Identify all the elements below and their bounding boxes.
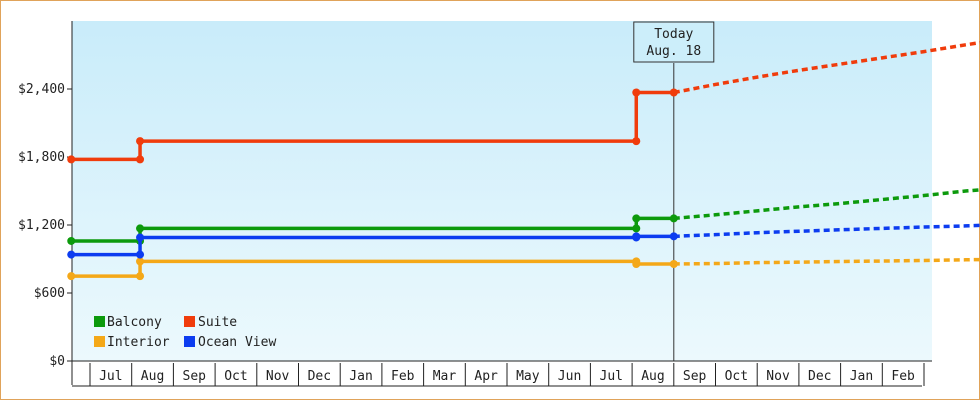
series-line-balcony <box>71 216 674 243</box>
x-tick-label: Nov <box>266 369 290 384</box>
axes: $0 $600 $1,200 $1,800 $2,400 <box>18 21 932 385</box>
data-point-suite <box>136 137 145 146</box>
series-line-ocean-view <box>71 234 674 257</box>
x-tick-label: Jan <box>349 369 372 384</box>
x-tick-label: Aug <box>141 369 164 384</box>
series-line-interior <box>71 259 674 278</box>
today-date: Aug. 18 <box>646 44 701 59</box>
series-line-suite <box>71 90 674 162</box>
x-tick-label: May <box>516 369 540 384</box>
data-point-balcony <box>632 224 641 233</box>
x-tick-label: Aug <box>641 369 664 384</box>
x-tick-label: Jul <box>99 369 122 384</box>
x-tick-label: Jun <box>558 369 581 384</box>
legend-label-balcony: Balcony <box>107 315 162 330</box>
x-tick-label: Apr <box>474 369 498 384</box>
x-tick-label: Jan <box>850 369 873 384</box>
x-tick-label: Feb <box>891 369 915 384</box>
legend-label-interior: Interior <box>107 335 170 350</box>
data-point-ocean-view <box>669 232 678 241</box>
legend-label-ocean-view: Ocean View <box>198 335 276 350</box>
data-point-interior <box>632 259 641 268</box>
y-tick-label: $1,800 <box>18 150 65 165</box>
x-tick-label: Sep <box>183 369 207 384</box>
data-point-interior <box>136 257 145 266</box>
legend-swatch-balcony <box>94 316 105 327</box>
data-point-ocean-view <box>136 250 145 259</box>
x-axis-month-cells: Jul Aug Sep Oct Nov Dec Jan Feb Mar Apr May Jun Jul A… <box>72 363 925 387</box>
data-point-suite <box>669 88 678 97</box>
y-tick-label: $0 <box>49 354 65 369</box>
plot-area <box>72 21 932 361</box>
legend-label-suite: Suite <box>198 315 237 330</box>
series-forecast-ocean-view <box>673 223 980 239</box>
y-tick-label: $600 <box>34 286 65 301</box>
data-point-interior <box>67 272 76 281</box>
x-tick-label: Sep <box>683 369 707 384</box>
data-point-ocean-view <box>67 250 76 259</box>
data-point-suite <box>136 155 145 164</box>
series-forecast-balcony <box>673 188 980 221</box>
x-tick-label: Dec <box>808 369 831 384</box>
series-forecast-interior <box>673 257 980 266</box>
data-point-ocean-view <box>136 233 145 242</box>
legend-swatch-ocean-view <box>184 336 195 347</box>
data-point-suite <box>632 88 641 97</box>
legend: Balcony Suite Interior Ocean View <box>94 315 276 350</box>
data-point-suite <box>67 155 76 164</box>
data-point-suite <box>632 137 641 146</box>
today-marker: Today Aug. 18 <box>633 21 715 361</box>
data-point-ocean-view <box>632 232 641 241</box>
legend-swatch-suite <box>184 316 195 327</box>
data-point-balcony <box>67 236 76 245</box>
x-tick-label: Jul <box>600 369 623 384</box>
series-forecast-suite <box>673 40 980 95</box>
today-label: Today <box>654 27 693 42</box>
data-point-balcony <box>632 214 641 223</box>
x-tick-label: Mar <box>433 369 457 384</box>
x-tick-label: Dec <box>308 369 331 384</box>
legend-swatch-interior <box>94 336 105 347</box>
data-point-interior <box>136 272 145 281</box>
data-point-balcony <box>669 214 678 223</box>
x-tick-label: Oct <box>224 369 247 384</box>
x-tick-label: Feb <box>391 369 415 384</box>
data-point-balcony <box>136 224 145 233</box>
today-label-box <box>633 21 715 63</box>
x-tick-label: Nov <box>766 369 790 384</box>
series-lines <box>67 40 980 281</box>
y-tick-label: $2,400 <box>18 82 65 97</box>
data-point-interior <box>669 259 678 268</box>
y-tick-label: $1,200 <box>18 218 65 233</box>
x-tick-label: Oct <box>725 369 748 384</box>
